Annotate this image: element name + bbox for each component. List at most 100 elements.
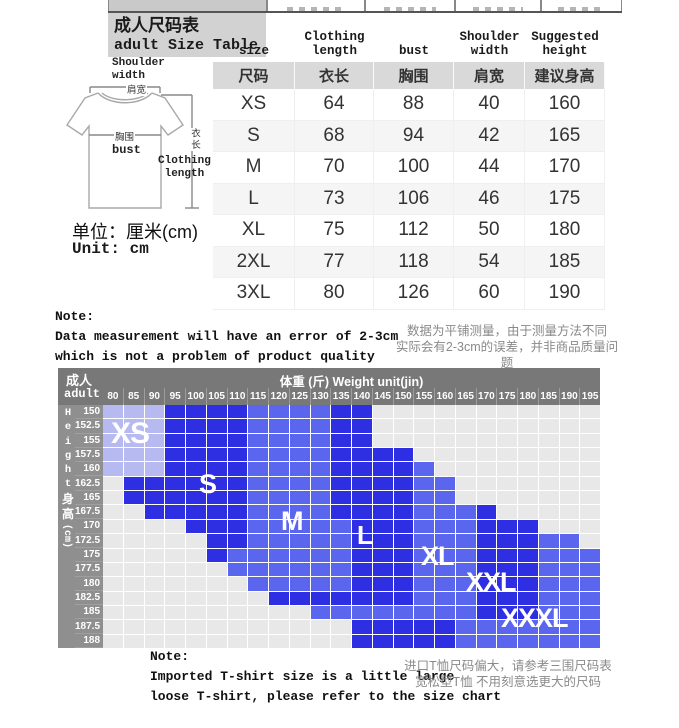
heatmap-cell bbox=[310, 605, 331, 620]
heatmap-cell bbox=[144, 433, 165, 448]
heatmap-cell bbox=[497, 419, 517, 433]
heatmap-cell bbox=[165, 634, 185, 648]
heatmap-cell bbox=[352, 591, 372, 605]
height-tick: 167.5 bbox=[75, 505, 104, 520]
heatmap-cell bbox=[476, 419, 497, 433]
heatmap-cell bbox=[310, 548, 331, 562]
value-cell: 50 bbox=[454, 215, 525, 247]
weight-tick: 195 bbox=[581, 391, 599, 402]
heatmap-cell bbox=[538, 562, 559, 577]
heatmap-cell bbox=[580, 605, 600, 620]
value-cell: 160 bbox=[525, 89, 605, 121]
heatmap-cell bbox=[559, 562, 580, 577]
measure-note-en: Note: Data measurement will have an erro… bbox=[55, 309, 398, 364]
heatmap-cell bbox=[435, 562, 455, 577]
heatmap-cell bbox=[414, 462, 434, 476]
heatmap-cell bbox=[476, 562, 497, 577]
heatmap-cell bbox=[435, 620, 455, 634]
heatmap-cell bbox=[103, 591, 123, 605]
heatmap-cell bbox=[123, 519, 144, 534]
heatmap-cell bbox=[372, 448, 393, 462]
heatmap-cell bbox=[352, 462, 372, 476]
unit-label-en: Unit: cm bbox=[72, 240, 149, 258]
heatmap-cell bbox=[435, 505, 455, 519]
heatmap-cell bbox=[497, 519, 517, 534]
height-tick: 177.5 bbox=[75, 562, 104, 577]
heatmap-cell bbox=[269, 448, 289, 462]
heatmap-cell bbox=[103, 419, 123, 433]
value-cell: 190 bbox=[525, 278, 605, 310]
heatmap-cell bbox=[165, 505, 185, 519]
heatmap-cell bbox=[414, 577, 434, 591]
heatmap-cell bbox=[455, 577, 476, 591]
heatmap-cell bbox=[165, 491, 185, 505]
table-row: 3XL 80 126 60 190 bbox=[213, 278, 605, 310]
size-cell: S bbox=[213, 120, 295, 152]
weight-tick: 180 bbox=[518, 388, 539, 405]
heatmap-cell bbox=[538, 519, 559, 534]
heatmap-cell bbox=[414, 634, 434, 648]
heatmap-cell bbox=[352, 433, 372, 448]
column-header-en: Shoulder width bbox=[459, 30, 520, 58]
heatmap-cell bbox=[206, 548, 227, 562]
heatmap-cell bbox=[144, 491, 165, 505]
heatmap-cell bbox=[331, 605, 351, 620]
heatmap-cell bbox=[123, 476, 144, 491]
heatmap-cell bbox=[123, 562, 144, 577]
height-tick: 165 bbox=[75, 491, 104, 506]
heatmap-cell bbox=[269, 620, 289, 634]
heatmap-cell bbox=[310, 577, 331, 591]
height-tick: 187.5 bbox=[75, 619, 104, 634]
heatmap-cell bbox=[103, 491, 123, 505]
heatmap-cell bbox=[476, 519, 497, 534]
value-cell: 54 bbox=[454, 246, 525, 278]
heatmap-cell bbox=[123, 433, 144, 448]
heatmap-cell bbox=[476, 548, 497, 562]
heatmap-cell bbox=[103, 462, 123, 476]
value-cell: 42 bbox=[454, 120, 525, 152]
size-cell: XL bbox=[213, 215, 295, 247]
heatmap-cell bbox=[248, 620, 268, 634]
heatmap-cell bbox=[103, 548, 123, 562]
heatmap-cell bbox=[269, 562, 289, 577]
heatmap-cell bbox=[165, 562, 185, 577]
heatmap-cell bbox=[227, 462, 248, 476]
heatmap-cell bbox=[331, 462, 351, 476]
heatmap-cell bbox=[455, 591, 476, 605]
height-tick: 182.5 bbox=[75, 591, 104, 606]
heatmap-cell bbox=[580, 462, 600, 476]
heatmap-cell bbox=[414, 405, 434, 419]
heatmap-cell bbox=[331, 620, 351, 634]
heatmap-cell bbox=[165, 605, 185, 620]
heatmap-cell bbox=[331, 519, 351, 534]
heatmap-cell bbox=[289, 605, 310, 620]
tshirt-diagram bbox=[66, 86, 199, 209]
heatmap-cell bbox=[497, 605, 517, 620]
heatmap-cell bbox=[455, 605, 476, 620]
height-tick: 152.5 bbox=[75, 419, 104, 434]
heatmap-cell bbox=[144, 620, 165, 634]
heatmap-cell bbox=[538, 534, 559, 548]
heatmap-cell bbox=[455, 462, 476, 476]
heatmap-cell bbox=[206, 634, 227, 648]
heatmap-cell bbox=[372, 562, 393, 577]
weight-tick: 100 bbox=[186, 388, 207, 405]
heatmap-cell bbox=[331, 476, 351, 491]
weight-axis-ticks: 80 85 90 95 100 105 110 115 120 125 130 135 140 145 15… bbox=[103, 388, 600, 405]
column-header-en: Clothing length bbox=[304, 30, 365, 58]
heatmap-cell bbox=[352, 405, 372, 419]
heatmap-cell bbox=[289, 405, 310, 419]
table-row: S 68 94 42 165 bbox=[213, 120, 605, 152]
heatmap-cell bbox=[352, 634, 372, 648]
heatmap-cell bbox=[538, 577, 559, 591]
heatmap-cell bbox=[393, 419, 414, 433]
heatmap-cell bbox=[372, 548, 393, 562]
heatmap-cell bbox=[538, 505, 559, 519]
heatmap-cell bbox=[206, 519, 227, 534]
heatmap-cell bbox=[165, 534, 185, 548]
value-cell: 126 bbox=[374, 278, 454, 310]
heatmap-cell bbox=[393, 562, 414, 577]
heatmap-cell bbox=[372, 577, 393, 591]
unit-label-cn: 单位：厘米(cm) bbox=[72, 222, 198, 242]
